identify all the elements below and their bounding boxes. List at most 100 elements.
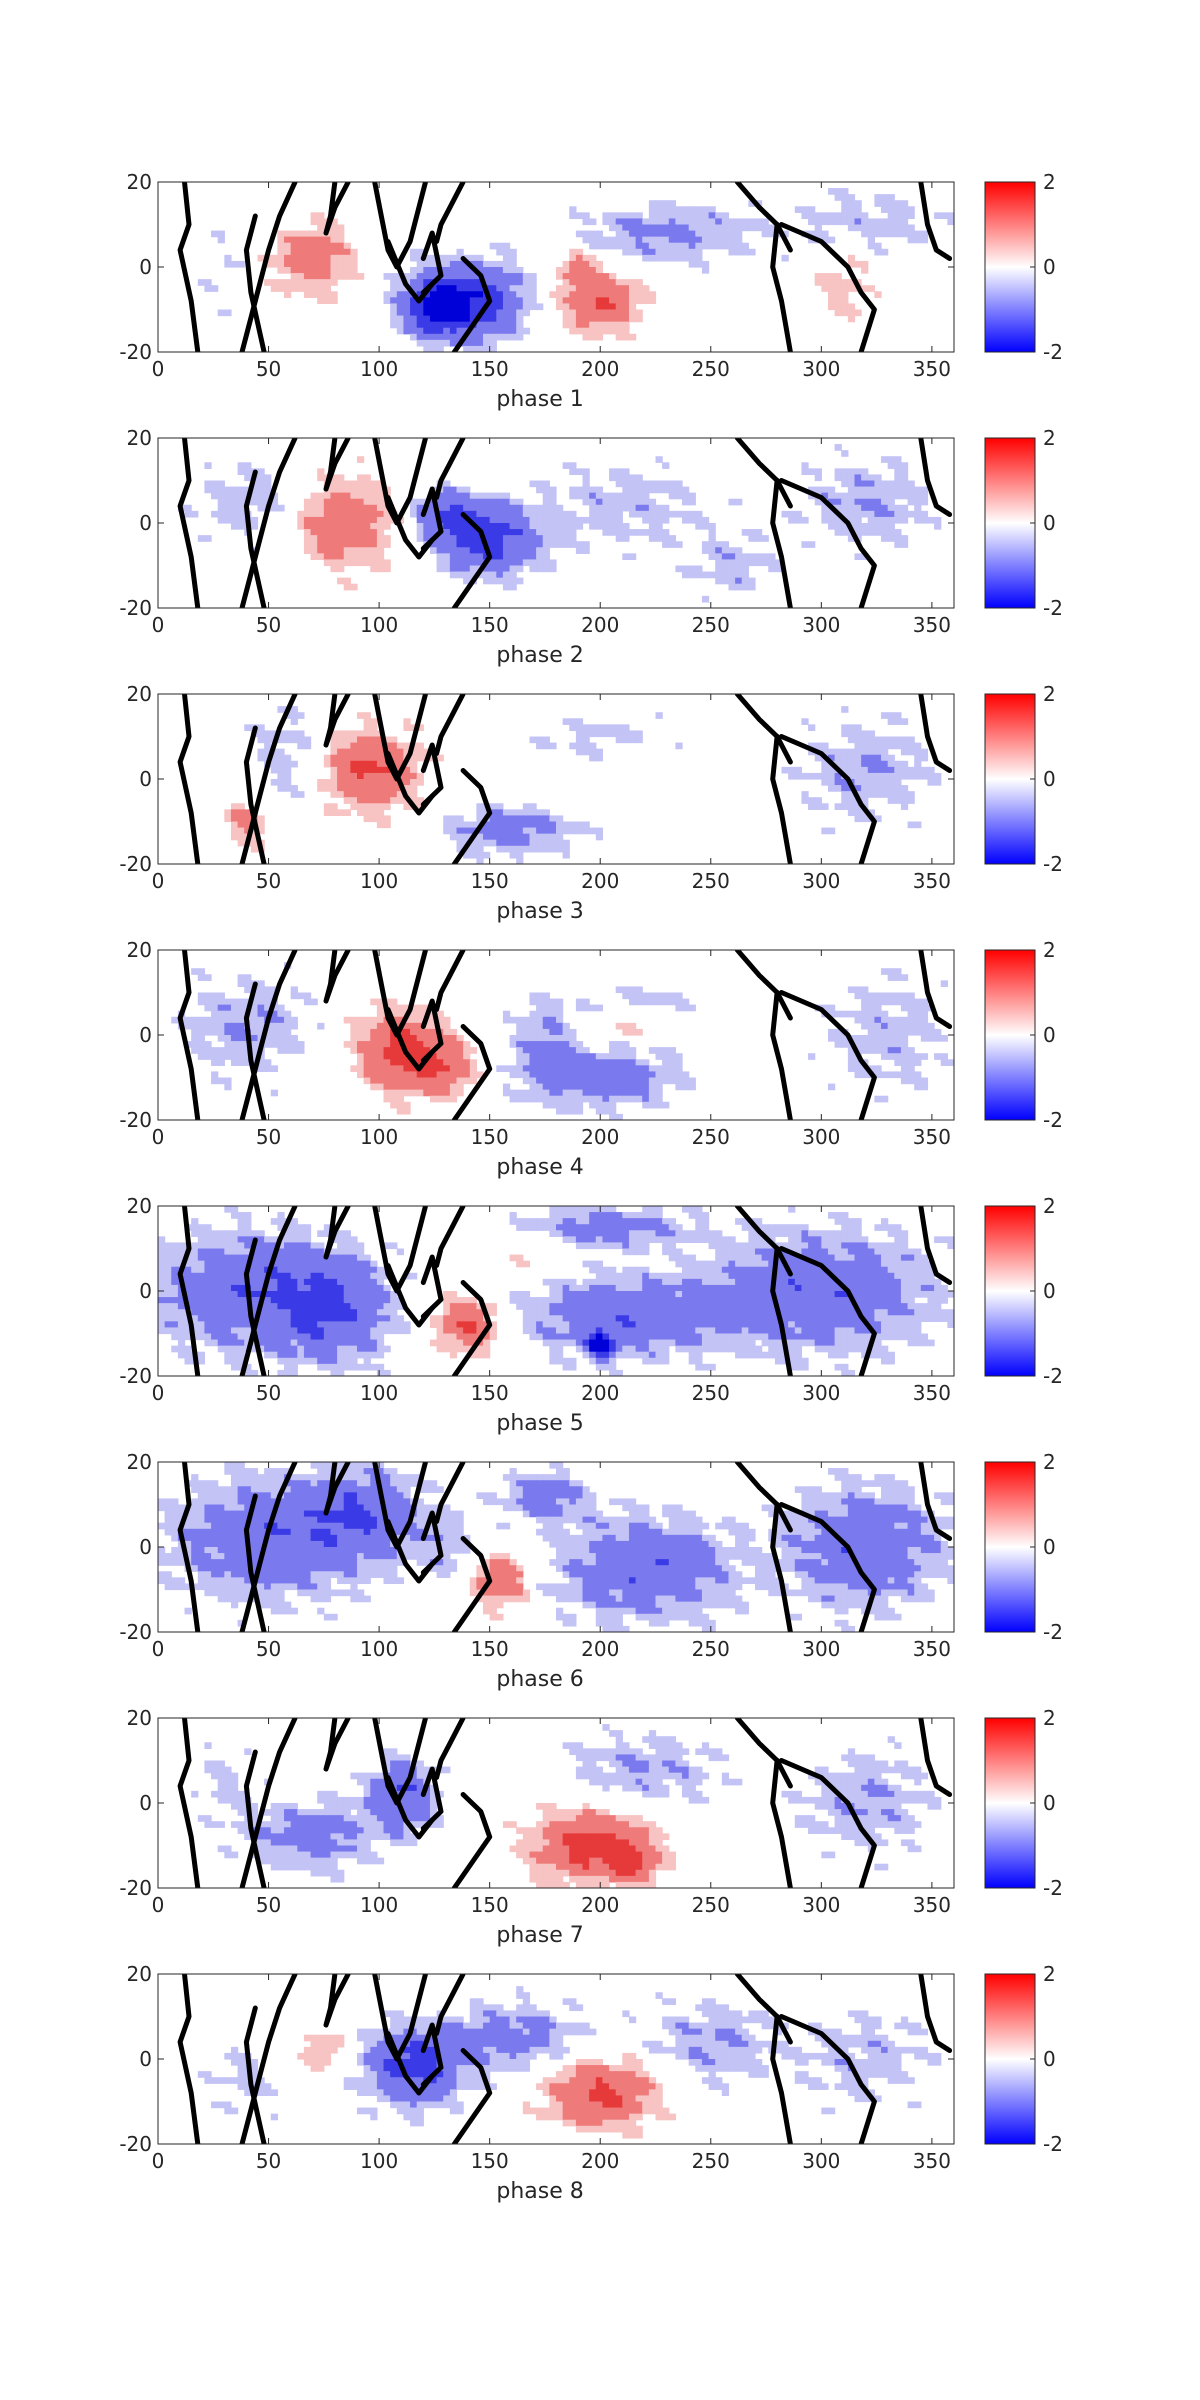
heatmap-cell: [622, 297, 630, 305]
heatmap-cell: [642, 1089, 650, 1097]
heatmap-cell: [403, 1022, 411, 1030]
heatmap-cell: [907, 236, 915, 244]
heatmap-cell: [821, 803, 829, 810]
heatmap-cell: [363, 772, 371, 780]
heatmap-cell: [456, 267, 464, 274]
heatmap-cell: [290, 1254, 298, 1262]
heatmap-cell: [310, 273, 318, 280]
heatmap-cell: [217, 1035, 225, 1042]
heatmap-cell: [688, 212, 696, 220]
heatmap-cell: [874, 242, 882, 250]
heatmap-cell: [556, 273, 564, 280]
heatmap-cell: [496, 1065, 504, 1073]
heatmap-cell: [211, 1071, 219, 1079]
heatmap-cell: [350, 1248, 358, 1256]
heatmap-cell: [582, 730, 590, 738]
heatmap-cell: [914, 1022, 922, 1030]
heatmap-cell: [476, 857, 484, 864]
heatmap-cell: [562, 1047, 570, 1054]
heatmap-cell: [894, 230, 902, 238]
heatmap-cell: [423, 1071, 431, 1079]
heatmap-cell: [841, 760, 849, 768]
heatmap-cell: [410, 273, 418, 280]
heatmap-cell: [655, 486, 663, 494]
heatmap-cell: [330, 1278, 338, 1286]
heatmap-cell: [483, 279, 491, 286]
heatmap-cell: [602, 321, 610, 329]
heatmap-cell: [357, 1272, 365, 1280]
heatmap-cell: [887, 523, 895, 530]
heatmap-cell: [343, 1278, 351, 1286]
heatmap-cell: [542, 1028, 550, 1036]
heatmap-cell: [615, 1303, 623, 1310]
colorbar-gradient: [984, 437, 1036, 609]
heatmap-cell: [429, 1035, 438, 1042]
heatmap-cell: [927, 779, 935, 786]
heatmap-cell: [317, 468, 325, 476]
heatmap-cell: [469, 827, 477, 835]
heatmap-cell: [542, 486, 550, 494]
heatmap-cell: [244, 1053, 252, 1060]
heatmap-cell: [682, 254, 690, 262]
heatmap-cell: [496, 498, 504, 506]
heatmap-cell: [648, 291, 657, 298]
heatmap-cell: [867, 1035, 875, 1042]
heatmap-cell: [628, 1242, 637, 1250]
heatmap-cell: [230, 821, 239, 829]
heatmap-cell: [429, 1071, 438, 1079]
heatmap-cell: [489, 809, 497, 817]
heatmap-cell: [874, 748, 882, 756]
heatmap-cell: [549, 1016, 557, 1024]
heatmap-cell: [330, 291, 338, 298]
heatmap-cell: [808, 1230, 816, 1237]
heatmap-cell: [589, 1089, 597, 1097]
heatmap-cell: [502, 565, 511, 573]
heatmap-cell: [277, 1047, 285, 1054]
heatmap-cell: [509, 815, 517, 823]
heatmap-cell: [814, 1278, 822, 1286]
heatmap-cell: [350, 267, 358, 274]
heatmap-cell: [270, 986, 278, 994]
heatmap-cell: [881, 1047, 889, 1054]
heatmap-cell: [854, 474, 862, 482]
heatmap-cell: [496, 845, 504, 853]
heatmap-cell: [284, 760, 292, 768]
heatmap-cell: [847, 1053, 856, 1060]
heatmap-cell: [496, 510, 504, 518]
heatmap-cell: [410, 754, 418, 762]
heatmap-cell: [569, 1297, 577, 1304]
heatmap-cell: [887, 1028, 895, 1036]
heatmap-cell: [211, 992, 219, 1000]
heatmap-cell: [874, 218, 882, 226]
heatmap-cell: [376, 492, 385, 500]
heatmap-cell: [874, 510, 882, 518]
heatmap-cell: [688, 565, 696, 573]
heatmap-cell: [343, 1236, 351, 1244]
heatmap-cell: [197, 992, 206, 1000]
heatmap-cell: [416, 510, 424, 518]
heatmap-cell: [609, 529, 617, 536]
heatmap-cell: [429, 1089, 438, 1097]
heatmap-cell: [648, 510, 657, 518]
heatmap-cell: [476, 492, 484, 500]
heatmap-cell: [303, 1278, 312, 1286]
heatmap-cell: [894, 1254, 902, 1262]
heatmap-cell: [788, 510, 796, 518]
heatmap-cell: [834, 273, 842, 280]
heatmap-cell: [894, 1230, 902, 1237]
heatmap-cell: [881, 998, 889, 1006]
heatmap-cell: [582, 1291, 590, 1298]
heatmap-cell: [350, 730, 358, 738]
heatmap-cell: [867, 224, 875, 232]
heatmap-cell: [635, 1224, 643, 1231]
heatmap-cell: [164, 1254, 172, 1262]
heatmap-cell: [522, 1028, 531, 1036]
heatmap-cell: [675, 218, 683, 226]
heatmap-cell: [887, 718, 895, 725]
heatmap-cell: [376, 754, 385, 762]
heatmap-cell: [403, 297, 411, 305]
heatmap-cell: [768, 224, 776, 232]
heatmap-cell: [861, 1236, 869, 1244]
heatmap-cell: [867, 791, 875, 798]
heatmap-cell: [881, 529, 889, 536]
